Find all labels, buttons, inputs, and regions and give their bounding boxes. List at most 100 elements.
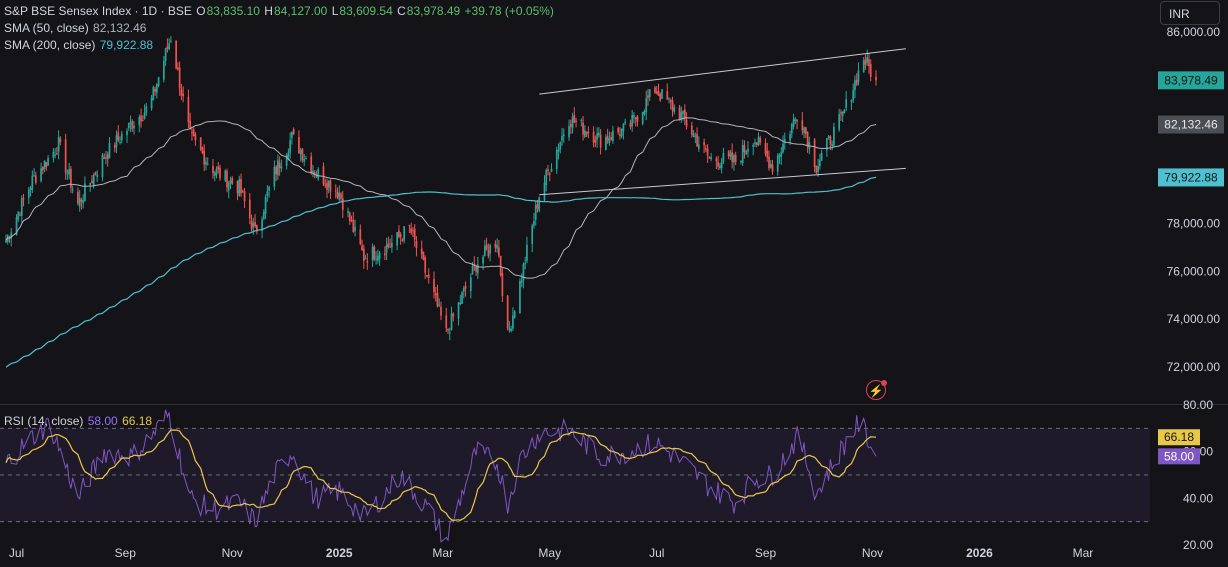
x-tick-label: Mar (1073, 546, 1094, 560)
candle-body (317, 168, 320, 179)
candle-body (647, 95, 649, 99)
candle-body (633, 114, 635, 118)
sma50-value: 82,132.46 (93, 21, 147, 35)
candle-body (19, 214, 21, 216)
candle-body (555, 149, 558, 169)
candle-body (422, 251, 425, 261)
candle-body (20, 197, 23, 216)
currency-button[interactable]: INR (1160, 1, 1220, 25)
sma50-legend[interactable]: SMA (50, close) 82,132.46 (4, 21, 147, 35)
candle-body (371, 246, 374, 261)
candle-body (399, 234, 402, 238)
x-tick-label: Sep (755, 546, 777, 560)
candle-body (533, 220, 535, 226)
candle-body (629, 123, 632, 128)
candle-body (697, 144, 700, 150)
candle-body (206, 163, 209, 165)
candle-body (250, 220, 253, 230)
candle-body (794, 118, 797, 122)
candle-body (792, 119, 795, 127)
candle-body (115, 135, 118, 147)
candle-body (427, 274, 430, 278)
candle-body (869, 63, 872, 77)
candle-body (199, 137, 202, 150)
candle-body (240, 178, 242, 194)
trendline-lower (539, 167, 906, 196)
candle-body (459, 302, 462, 304)
candle-body (573, 114, 576, 123)
candle-body (692, 133, 695, 137)
candle-body (705, 148, 707, 150)
candle-body (27, 189, 30, 198)
candle-body (341, 198, 344, 210)
candle-body (569, 124, 572, 127)
candle-body (768, 156, 770, 169)
price-pane[interactable] (5, 36, 906, 368)
candle-body (580, 119, 583, 121)
price-tag (1158, 71, 1224, 90)
lightning-alert-icon[interactable]: ⚡ (866, 380, 887, 400)
candle-body (66, 172, 69, 174)
x-tick-label: 2025 (326, 546, 353, 560)
candle-body (138, 117, 141, 126)
candle-body (731, 151, 734, 162)
candle-body (84, 183, 86, 201)
x-tick-label: Nov (222, 546, 243, 560)
candle-body (33, 175, 35, 177)
candle-body (433, 278, 435, 293)
candle-body (594, 140, 597, 143)
candle-body (561, 135, 563, 141)
candle-body (364, 258, 367, 260)
change-value: +39.78 (+0.05%) (464, 4, 554, 18)
price-tick-label: 74,000.00 (1167, 312, 1221, 326)
candle-body (852, 90, 855, 100)
open-label: O (196, 4, 206, 18)
price-tag-label: 83,978.49 (1164, 73, 1218, 87)
candle-body (462, 288, 465, 292)
candle-body (101, 155, 104, 178)
candle-body (289, 140, 292, 153)
candle-body (305, 158, 307, 160)
sma200-value: 79,922.88 (99, 38, 154, 52)
candle-body (841, 111, 844, 116)
candle-body (96, 174, 99, 177)
sma200-label: SMA (200, close) (4, 38, 96, 52)
candle-body (703, 141, 705, 146)
rsi-ma-value: 66.18 (122, 414, 153, 428)
candle-body (506, 295, 509, 329)
candle-body (145, 106, 148, 113)
price-tag-label: 82,132.46 (1164, 118, 1218, 132)
candle-body (29, 187, 32, 191)
candle-body (769, 164, 772, 168)
candle-body (654, 87, 656, 94)
rsi-legend[interactable]: RSI (14, close) 58.00 66.18 (4, 414, 153, 428)
candle-body (327, 181, 330, 188)
candle-body (543, 182, 546, 201)
candle-body (866, 57, 869, 63)
candle-body (280, 166, 283, 169)
candle-body (508, 328, 511, 331)
candle-body (254, 222, 256, 227)
candle-body (817, 165, 819, 172)
candle-body (854, 80, 856, 91)
candle-body (217, 166, 220, 170)
candle-body (719, 165, 721, 169)
candle-body (291, 131, 293, 138)
candle-body (447, 328, 449, 331)
candle-body (180, 89, 183, 96)
candle-body (666, 91, 669, 100)
sma200-legend[interactable]: SMA (200, close) 79,922.88 (4, 38, 154, 52)
candle-body (485, 244, 488, 250)
candle-body (617, 128, 620, 133)
candle-body (408, 224, 411, 226)
candle-body (131, 120, 134, 130)
rsi-pane[interactable] (0, 409, 1150, 543)
candle-body (519, 280, 521, 314)
candle-body (292, 128, 295, 135)
candle-body (94, 171, 97, 176)
candle-body (340, 193, 342, 199)
candle-body (796, 120, 798, 122)
candle-body (203, 151, 206, 165)
candle-body (826, 138, 828, 151)
